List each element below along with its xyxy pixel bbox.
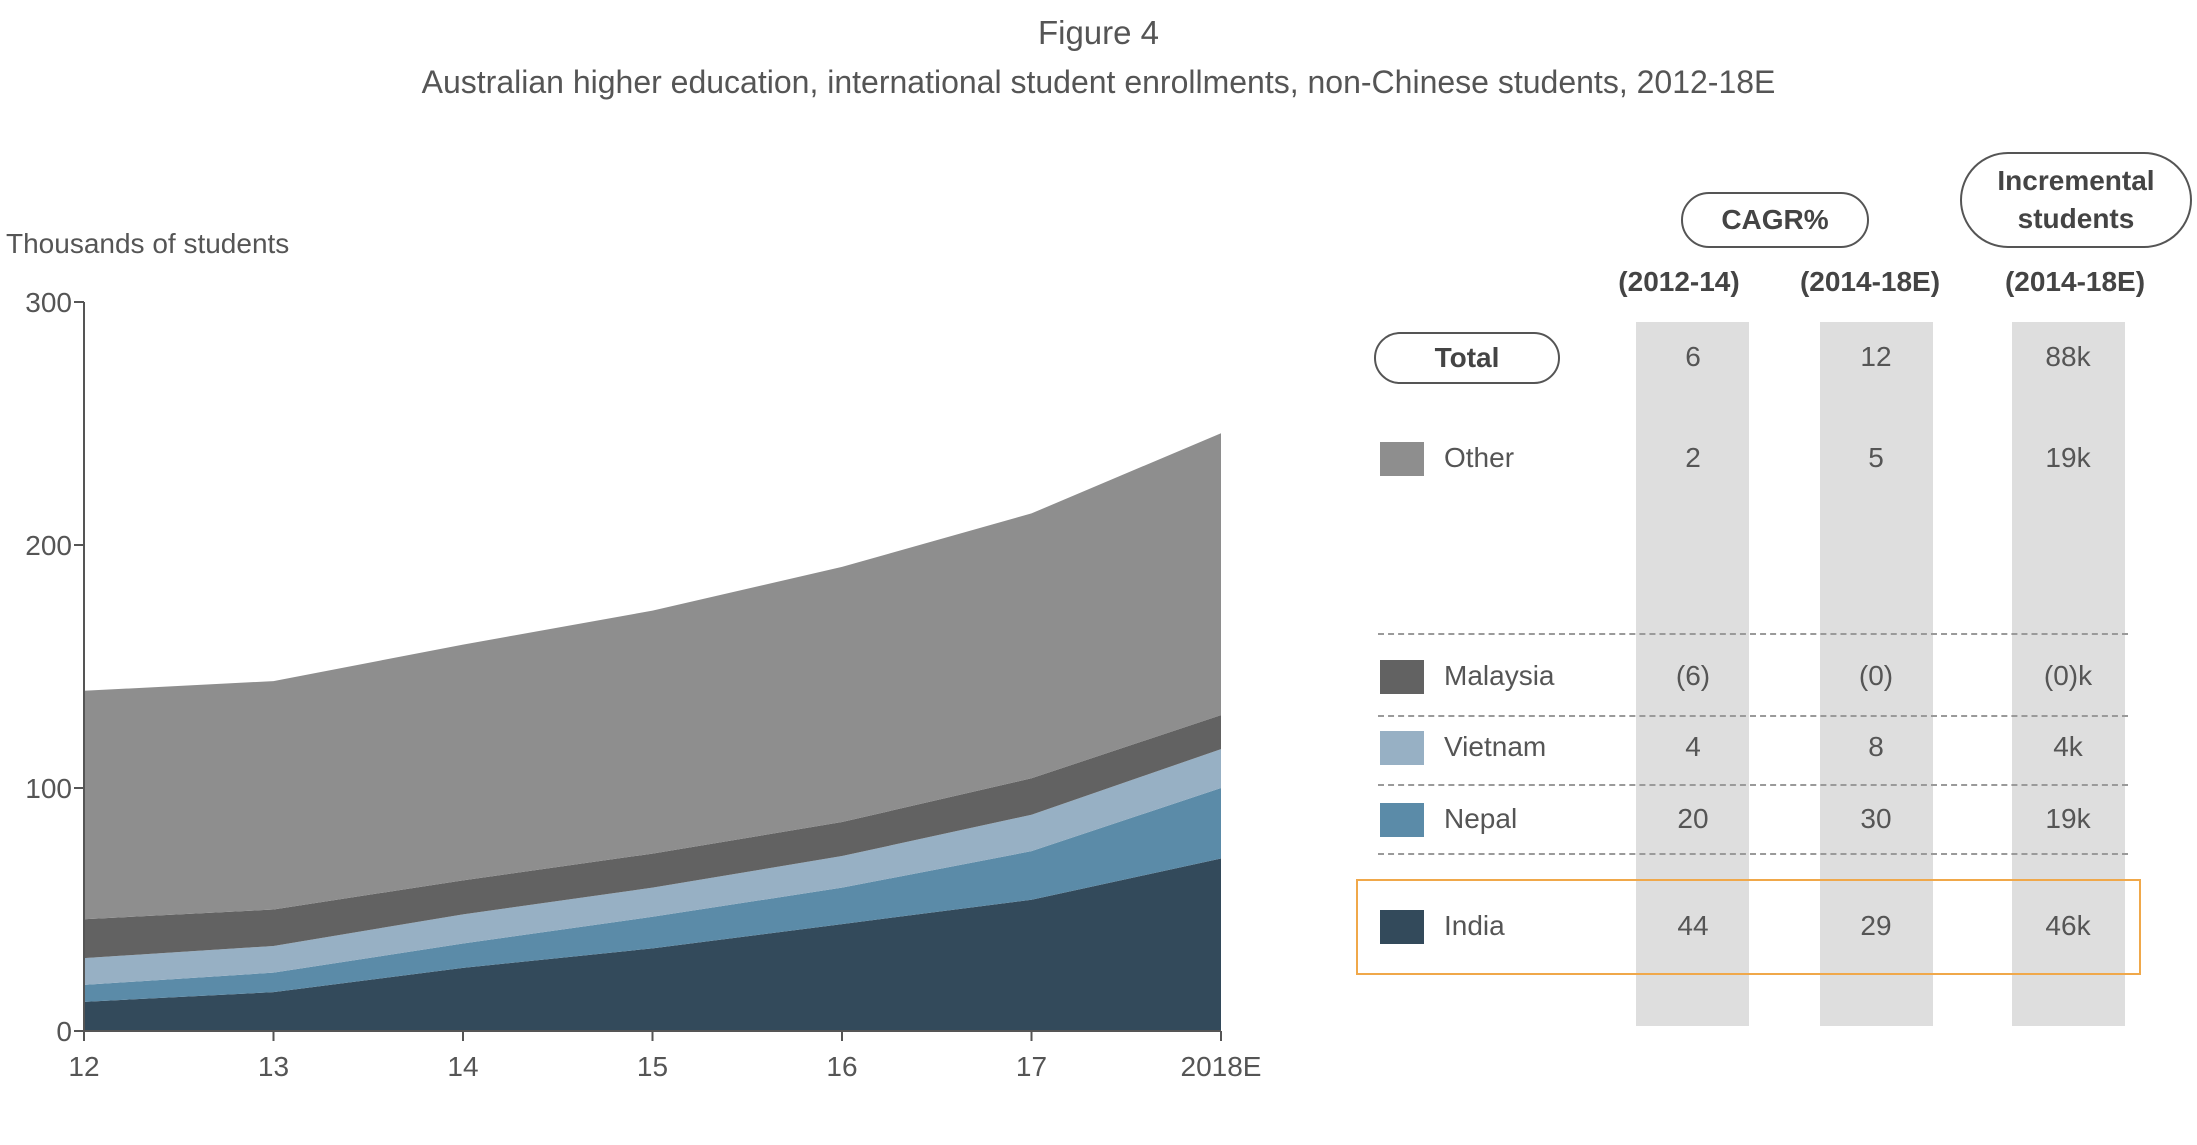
column-band-2014-18e	[1820, 322, 1933, 1026]
area-vietnam	[84, 749, 1221, 985]
vietnam-cagr-2012-14: 4	[1685, 731, 1701, 762]
row-label-nepal: Nepal	[1444, 803, 1518, 834]
india-incremental: 46k	[2045, 910, 2091, 941]
malaysia-cagr-2012-14: (6)	[1675, 660, 1711, 691]
total-cagr-2012-14: 6	[1685, 341, 1701, 372]
malaysia-incremental: (0)k	[2043, 660, 2093, 691]
figure-subtitle: Australian higher education, internation…	[421, 64, 1776, 100]
area-other	[84, 433, 1221, 920]
stacked-area-chart: 0 100 200 300 12 13 14 15 16 17 2018E	[25, 287, 1261, 1082]
row-label-malaysia: Malaysia	[1444, 660, 1555, 691]
total-pill: Total	[1374, 332, 1560, 384]
y-tick-label: 100	[25, 773, 72, 804]
row-divider	[1378, 853, 2128, 855]
row-divider	[1378, 715, 2128, 717]
india-cagr-2014-18e: 29	[1860, 910, 1892, 941]
cagr-pill: CAGR%	[1681, 192, 1869, 248]
malaysia-cagr-2014-18e: (0)	[1858, 660, 1894, 691]
nepal-cagr-2014-18e: 30	[1860, 803, 1892, 834]
row-label-vietnam: Vietnam	[1444, 731, 1547, 762]
x-tick-label: 16	[826, 1051, 857, 1082]
area-layers	[84, 433, 1221, 1031]
india-cagr-2012-14: 44	[1677, 910, 1709, 941]
total-cagr-2014-18e: 12	[1860, 341, 1892, 372]
area-nepal	[84, 788, 1221, 1002]
x-tick-label: 15	[637, 1051, 668, 1082]
incremental-pill-line2: students	[2017, 203, 2135, 234]
area-india	[84, 858, 1221, 1031]
other-cagr-2014-18e: 5	[1868, 442, 1884, 473]
legend-swatch-vietnam	[1380, 731, 1424, 765]
legend-swatch-malaysia	[1380, 660, 1424, 694]
x-tick-label: 14	[447, 1051, 478, 1082]
row-divider	[1378, 784, 2128, 786]
vietnam-incremental: 4k	[2053, 731, 2083, 762]
row-label-india: India	[1444, 910, 1505, 941]
nepal-cagr-2012-14: 20	[1677, 803, 1709, 834]
vietnam-cagr-2014-18e: 8	[1868, 731, 1884, 762]
figure-title: Figure 4	[1037, 14, 1160, 51]
col-header-2012-14: (2012-14)	[1618, 266, 1740, 297]
col-header-2014-18e: (2014-18E)	[1799, 266, 1941, 297]
india-highlight-box	[1356, 879, 2141, 975]
column-band-incremental	[2012, 322, 2125, 1026]
tick-labels: 0 100 200 300 12 13 14 15 16 17 2018E	[25, 287, 1261, 1082]
column-band-2012-14	[1636, 322, 1749, 1026]
total-incremental: 88k	[2045, 341, 2091, 372]
legend-swatch-other	[1380, 442, 1424, 476]
y-tick-label: 0	[56, 1016, 72, 1047]
y-tick-label: 300	[25, 287, 72, 318]
other-incremental: 19k	[2045, 442, 2091, 473]
col-header-incremental: (2014-18E)	[2004, 266, 2146, 297]
incremental-students-pill: Incremental students	[1960, 152, 2192, 248]
y-tick-label: 200	[25, 530, 72, 561]
x-tick-label: 2018E	[1181, 1051, 1262, 1082]
legend-swatch-india	[1380, 910, 1424, 944]
other-cagr-2012-14: 2	[1685, 442, 1701, 473]
area-malaysia	[84, 715, 1221, 959]
x-tick-label: 13	[258, 1051, 289, 1082]
incremental-pill-line1: Incremental	[1997, 165, 2155, 196]
x-tick-label: 12	[68, 1051, 99, 1082]
row-divider	[1378, 633, 2128, 635]
x-tick-label: 17	[1016, 1051, 1047, 1082]
y-axis-label: Thousands of students	[6, 228, 290, 259]
nepal-incremental: 19k	[2045, 803, 2091, 834]
row-label-other: Other	[1444, 442, 1515, 473]
legend-swatch-nepal	[1380, 803, 1424, 837]
